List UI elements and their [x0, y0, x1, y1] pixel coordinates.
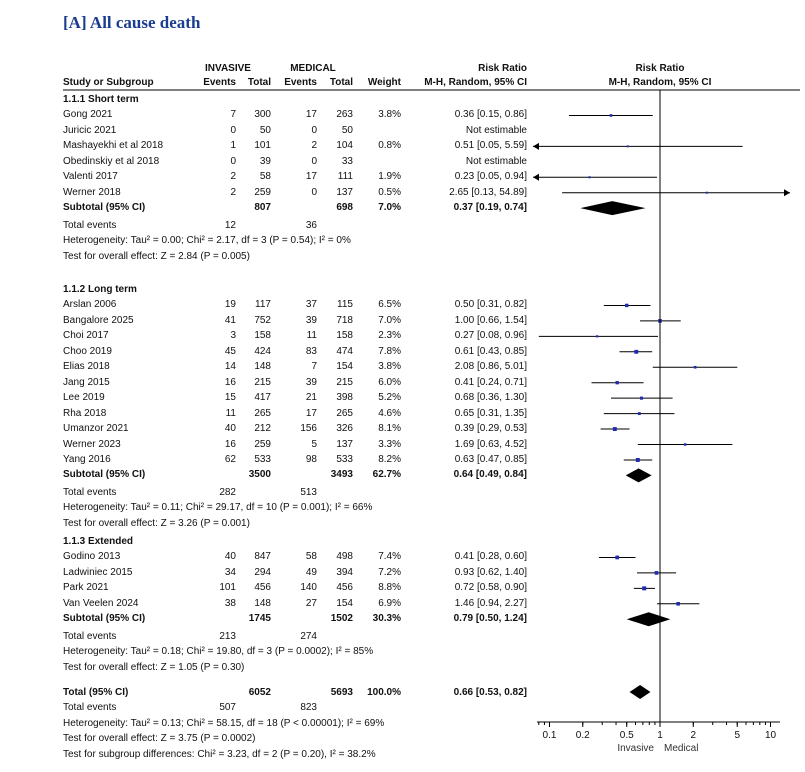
x-axis-tick-label: 2 [690, 730, 696, 741]
x-axis-tick-label: 1 [657, 730, 663, 741]
point-estimate [642, 586, 646, 590]
x-axis-tick-label: 5 [734, 730, 740, 741]
point-estimate [638, 412, 641, 415]
point-estimate [616, 381, 619, 384]
point-estimate [634, 350, 638, 354]
point-estimate [640, 397, 643, 400]
point-estimate [627, 145, 629, 147]
point-estimate [694, 366, 697, 369]
point-estimate [655, 571, 659, 575]
point-estimate [636, 458, 640, 462]
point-estimate [625, 304, 628, 307]
subtotal-diamond [627, 612, 671, 626]
point-estimate [610, 114, 613, 117]
point-estimate [613, 427, 617, 431]
forest-plot: 0.1 0.2 0.5 1 2 5 10 Invasive Medical [0, 0, 805, 772]
point-estimate [596, 335, 598, 337]
point-estimate [588, 176, 590, 178]
ci-arrow-left [533, 143, 539, 150]
point-estimate [676, 602, 680, 606]
point-estimate [615, 556, 619, 560]
x-axis-tick-label: 0.1 [543, 730, 557, 741]
x-axis-tick-label: 0.2 [576, 730, 590, 741]
ci-arrow-right [784, 189, 790, 196]
point-estimate [706, 192, 708, 194]
favours-invasive-label: Invasive [617, 743, 654, 754]
overall-diamond [630, 685, 651, 699]
favours-medical-label: Medical [664, 743, 698, 754]
point-estimate [684, 443, 686, 445]
x-axis-tick-label: 0.5 [620, 730, 634, 741]
subtotal-diamond [580, 201, 645, 215]
x-axis-tick-label: 10 [765, 730, 777, 741]
subtotal-diamond [626, 468, 652, 482]
ci-arrow-left [533, 174, 539, 181]
